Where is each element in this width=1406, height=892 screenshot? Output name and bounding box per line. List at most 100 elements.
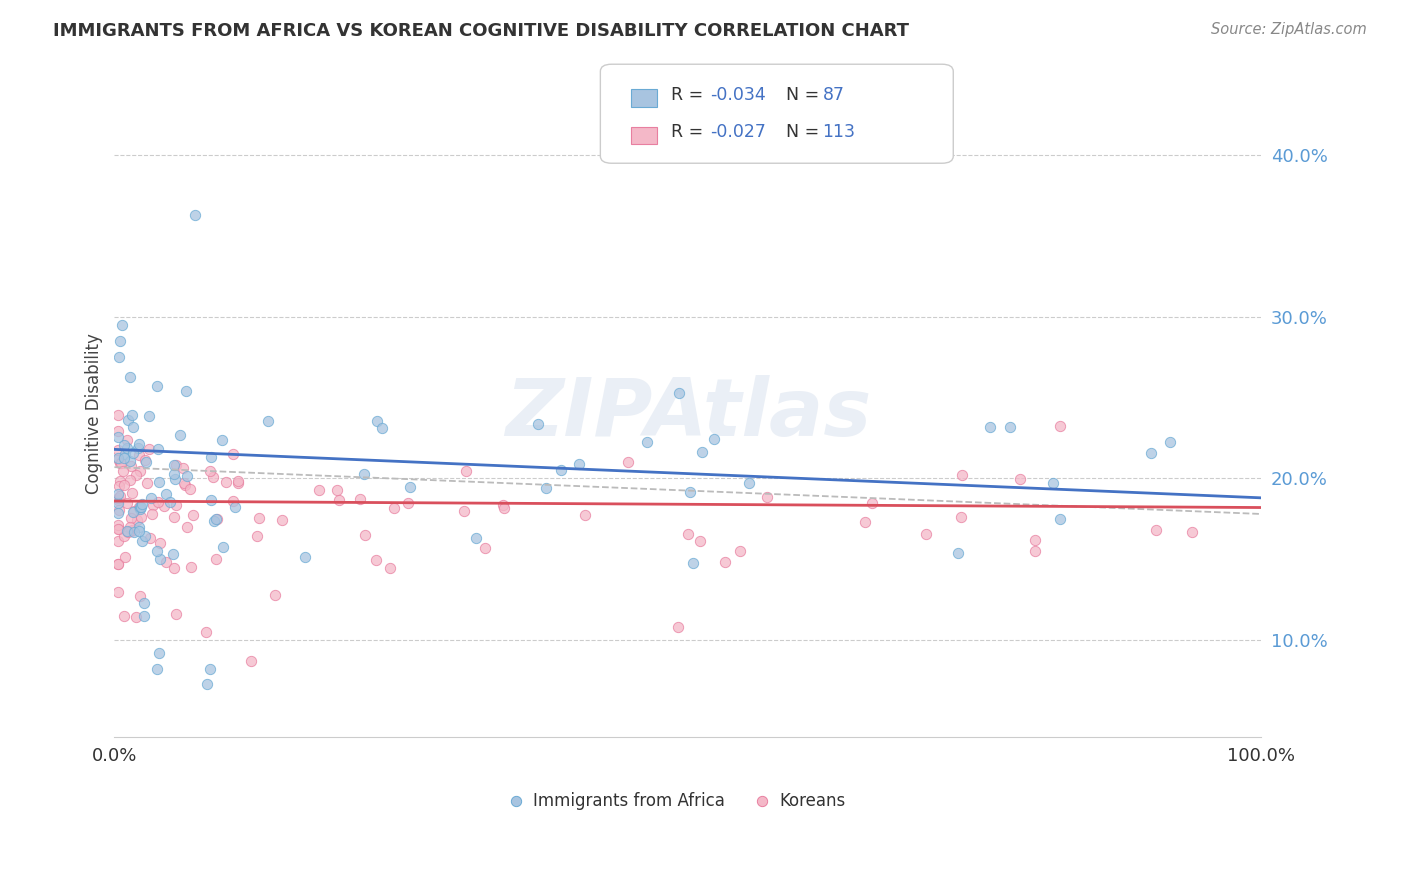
Point [121, 523, 143, 537]
Point [366, 414, 388, 428]
Point [950, 468, 973, 483]
Point [1049, 418, 1071, 433]
Text: N =: N = [775, 123, 824, 141]
Y-axis label: Cognitive Disability: Cognitive Disability [86, 334, 103, 494]
Text: R =: R = [671, 123, 709, 141]
Point [112, 608, 135, 623]
Point [1049, 512, 1071, 526]
Point [1024, 533, 1046, 547]
Point [122, 446, 145, 460]
Point [678, 527, 700, 541]
Point [110, 489, 132, 503]
Point [159, 495, 181, 509]
Point [616, 455, 638, 469]
Point [121, 486, 143, 500]
Point [138, 442, 160, 456]
Point [1008, 472, 1031, 486]
Point [714, 555, 737, 569]
Point [682, 556, 704, 570]
Point [328, 492, 350, 507]
Point [107, 518, 129, 533]
Text: 87: 87 [823, 86, 845, 103]
Point [998, 420, 1021, 434]
Point [1144, 523, 1167, 537]
Point [349, 492, 371, 507]
Point [226, 474, 249, 488]
Point [129, 510, 152, 524]
Point [118, 473, 141, 487]
Point [134, 453, 156, 467]
Point [142, 498, 165, 512]
Point [127, 442, 149, 456]
Point [353, 467, 375, 481]
Point [703, 432, 725, 446]
Point [456, 464, 478, 478]
Point [135, 455, 157, 469]
Point [148, 442, 170, 456]
Point [155, 487, 177, 501]
Text: R =: R = [671, 86, 709, 103]
Point [127, 513, 149, 527]
Point [163, 509, 186, 524]
Point [128, 437, 150, 451]
Point [107, 506, 129, 520]
Point [176, 469, 198, 483]
Point [129, 464, 152, 478]
Point [129, 589, 152, 603]
Point [107, 479, 129, 493]
Point [120, 454, 142, 468]
Text: Source: ZipAtlas.com: Source: ZipAtlas.com [1211, 22, 1367, 37]
Point [378, 561, 401, 575]
Point [132, 608, 155, 623]
Point [240, 654, 263, 668]
Point [122, 420, 145, 434]
Point [492, 499, 515, 513]
Text: -0.034: -0.034 [710, 86, 766, 103]
Point [1024, 544, 1046, 558]
Point [396, 496, 419, 510]
Point [125, 609, 148, 624]
Point [135, 475, 157, 490]
Point [107, 487, 129, 501]
Point [1159, 434, 1181, 449]
Point [666, 620, 689, 634]
Point [950, 510, 973, 524]
Point [117, 524, 139, 539]
Point [110, 456, 132, 470]
Point [112, 478, 135, 492]
Point [679, 485, 702, 500]
Point [474, 541, 496, 555]
Point [131, 497, 153, 511]
Point [107, 585, 129, 599]
Point [110, 474, 132, 488]
Point [128, 449, 150, 463]
Point [107, 430, 129, 444]
Point [114, 447, 136, 461]
Point [453, 504, 475, 518]
Point [730, 543, 752, 558]
Point [129, 500, 152, 515]
Point [198, 662, 221, 676]
Text: 113: 113 [823, 123, 855, 141]
Point [202, 514, 225, 528]
Point [120, 510, 142, 524]
Point [139, 532, 162, 546]
Point [107, 424, 129, 438]
Point [200, 492, 222, 507]
Point [224, 500, 246, 514]
Point [689, 533, 711, 548]
Point [114, 550, 136, 565]
Point [179, 482, 201, 496]
Point [222, 494, 245, 508]
Point [200, 450, 222, 464]
Text: -0.027: -0.027 [710, 123, 766, 141]
Point [155, 555, 177, 569]
Point [636, 434, 658, 449]
Point [207, 512, 229, 526]
Point [107, 557, 129, 571]
Point [141, 508, 163, 522]
Point [527, 417, 550, 432]
Point [364, 553, 387, 567]
Point [107, 492, 129, 507]
Point [915, 527, 938, 541]
